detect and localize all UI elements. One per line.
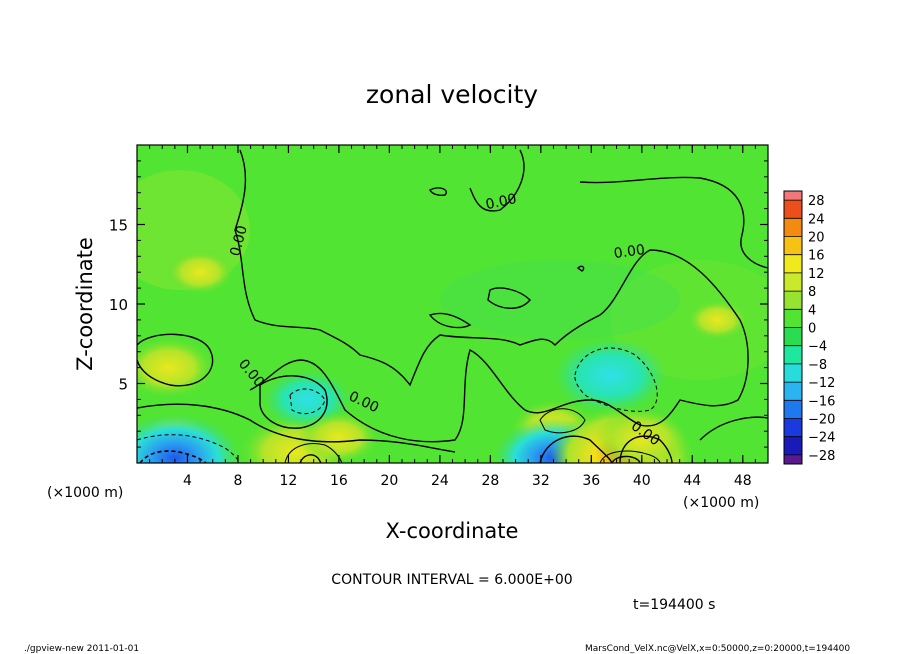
x-tick-label: 28 — [481, 473, 499, 489]
colorbar-band — [784, 345, 802, 364]
colorbar-label: −16 — [808, 394, 835, 409]
colorbar-band — [784, 272, 802, 292]
x-unit-label-right: (×1000 m) — [683, 495, 759, 511]
y-tick-label: 5 — [118, 376, 128, 394]
x-tick-label: 36 — [582, 473, 600, 489]
colorbar-label: 8 — [808, 285, 816, 300]
contour-lines — [137, 149, 768, 463]
x-tick-label: 32 — [532, 473, 550, 489]
colorbar-band — [784, 309, 802, 328]
colorbar-label: 16 — [808, 249, 825, 264]
contour-zero-line — [234, 149, 749, 443]
field-features — [137, 249, 749, 463]
x-axis-ticks: 4 8 12 16 20 24 28 32 36 40 44 48 — [183, 145, 752, 489]
footer-right: MarsCond_VelX.nc@VelX,x=0:50000,z=0:2000… — [585, 644, 850, 654]
colorbar-label: −24 — [808, 431, 835, 446]
field-feature — [137, 336, 216, 399]
colorbar-label: −8 — [808, 358, 827, 373]
colorbar-band — [784, 291, 802, 310]
colorbar-band — [784, 327, 802, 346]
x-tick-label: 4 — [183, 473, 192, 489]
y-tick-label: 10 — [109, 296, 128, 314]
contour-zero-line — [579, 176, 768, 269]
colorbar — [783, 190, 803, 465]
x-tick-label: 20 — [380, 473, 398, 489]
colorbar-label: 12 — [808, 267, 825, 282]
x-tick-label: 48 — [734, 473, 752, 489]
x-tick-label: 12 — [280, 473, 298, 489]
contour-positive-line — [599, 450, 661, 463]
field-feature — [553, 337, 668, 414]
x-tick-label: 24 — [431, 473, 449, 489]
y-axis-label: Z-coordinate — [73, 237, 97, 371]
colorbar-label: −12 — [808, 376, 835, 391]
plot-area: 0.000.000.000.000.000.00 — [137, 145, 768, 463]
x-tick-label: 16 — [330, 473, 348, 489]
field-patch — [440, 260, 680, 340]
background-field — [137, 145, 768, 463]
colorbar-label: −28 — [808, 449, 835, 464]
colorbar-band — [784, 418, 802, 437]
time-label: t=194400 s — [633, 597, 715, 613]
contour-zero-line — [137, 403, 456, 453]
x-tick-label: 44 — [683, 473, 701, 489]
contour-label: 0.00 — [227, 224, 251, 258]
contour-zero-line — [699, 416, 768, 441]
contour-label: 0.00 — [484, 191, 518, 213]
contour-negative-line — [139, 450, 207, 463]
colorbar-label: −4 — [808, 340, 827, 355]
contour-zero-line — [259, 375, 328, 429]
contour-zero-line — [487, 287, 531, 309]
contour-zero-line — [576, 265, 585, 272]
contour-zero-line — [428, 312, 472, 329]
contour-zero-line — [539, 435, 613, 463]
colorbar-band — [784, 218, 802, 237]
colorbar-band — [784, 382, 802, 401]
colorbar-band — [784, 454, 802, 464]
contour-positive-line — [539, 408, 586, 434]
x-unit-label-left: (×1000 m) — [47, 485, 123, 501]
colorbar-label: 28 — [808, 194, 825, 209]
y-axis-ticks: 5 10 15 — [109, 217, 768, 394]
colorbar-label: 0 — [808, 322, 816, 337]
colorbar-band — [784, 254, 802, 273]
x-tick-label: 8 — [233, 473, 242, 489]
field-feature — [165, 249, 235, 295]
contour-zero-line — [619, 435, 673, 463]
contour-zero-line — [137, 333, 214, 387]
contour-negative-line — [289, 388, 326, 415]
colorbar-band — [784, 200, 802, 219]
field-feature — [298, 410, 380, 463]
colorbar-band — [784, 400, 802, 419]
contour-negative-line — [574, 347, 658, 412]
contour-interval-text: CONTOUR INTERVAL = 6.000E+00 — [331, 572, 572, 588]
footer-left: ./gpview-new 2011-01-01 — [24, 644, 139, 654]
colorbar-label: 4 — [808, 303, 816, 318]
colorbar-band — [784, 236, 802, 255]
y-tick-label: 15 — [109, 217, 128, 235]
x-tick-label: 40 — [633, 473, 651, 489]
field-feature — [137, 413, 242, 463]
colorbar-label: −20 — [808, 413, 835, 428]
colorbar-label: 20 — [808, 231, 825, 246]
colorbar-band — [784, 191, 802, 201]
contour-label: 0.00 — [613, 242, 646, 262]
colorbar-frame — [783, 190, 803, 465]
colorbar-band — [784, 363, 802, 383]
chart-title: zonal velocity — [366, 80, 538, 109]
colorbar-label: 24 — [808, 212, 825, 227]
contour-zero-line — [429, 187, 447, 196]
contour-zero-line — [469, 149, 525, 212]
x-axis-label: X-coordinate — [386, 519, 519, 543]
colorbar-band — [784, 436, 802, 455]
colorbar-labels: 28 24 20 16 12 8 4 0 −4 −8 −12 −16 −20 −24 −28 — [808, 194, 835, 464]
